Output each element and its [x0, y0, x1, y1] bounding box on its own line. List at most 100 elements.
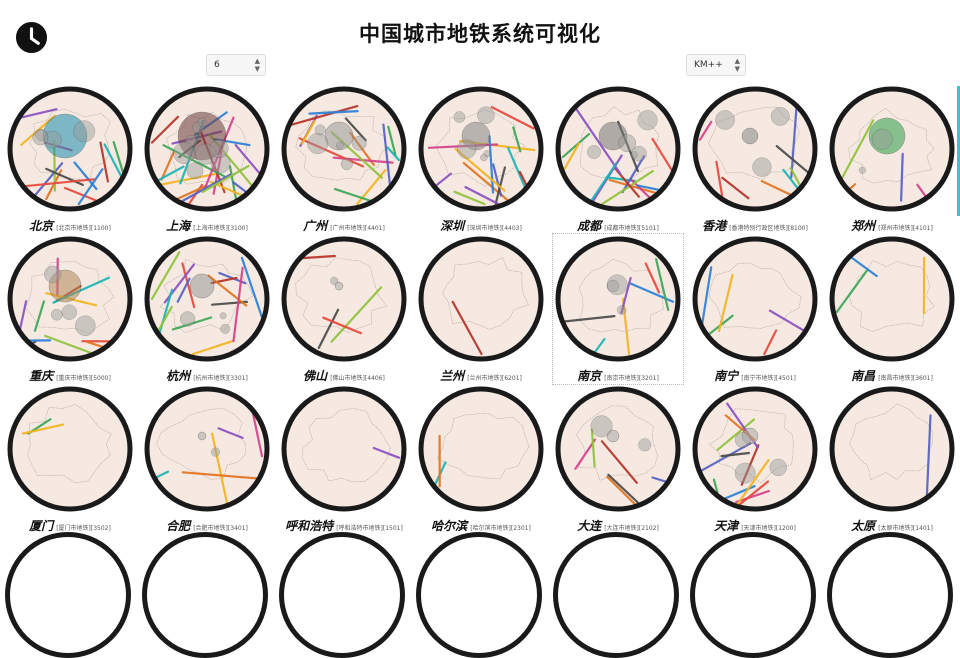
station-cluster	[457, 140, 476, 159]
city-card[interactable]: 南宁[南宁市地铁][4501]	[690, 234, 820, 384]
city-card[interactable]: 广州[广州市地铁][4401]	[279, 84, 409, 234]
city-card[interactable]: 天津[天津市地铁][1200]	[690, 384, 820, 534]
city-metro-map[interactable]	[553, 84, 683, 214]
city-name: 广州	[303, 219, 327, 233]
city-metro-map[interactable]	[279, 234, 409, 364]
city-caption: 广州[广州市地铁][4401]	[279, 215, 409, 234]
city-metro-map[interactable]	[279, 84, 409, 214]
city-card[interactable]: 重庆[重庆市地铁][5000]	[5, 234, 135, 384]
city-metro-map[interactable]	[553, 384, 683, 514]
city-card[interactable]: 香港[香港特别行政区地铁][8100]	[690, 84, 820, 234]
city-metro-map[interactable]	[416, 234, 546, 364]
city-metro-map[interactable]	[690, 384, 820, 514]
city-metro-map[interactable]	[142, 234, 272, 364]
city-map-partial[interactable]	[416, 532, 542, 658]
city-map-partial[interactable]	[142, 532, 268, 658]
city-card[interactable]: 哈尔滨[哈尔滨市地铁][2301]	[416, 384, 546, 534]
city-caption: 佛山[佛山市地铁][4406]	[279, 365, 409, 384]
city-card[interactable]: 南京[南京市地铁][3201]	[553, 234, 683, 384]
city-map-partial[interactable]	[827, 532, 953, 658]
station-cluster	[221, 324, 230, 333]
city-card[interactable]: 北京[北京市地铁][1100]	[5, 84, 135, 234]
city-card[interactable]: 兰州[兰州市地铁][6201]	[416, 234, 546, 384]
city-caption: 深圳[深圳市地铁][4403]	[416, 215, 546, 234]
city-metro-map[interactable]	[5, 84, 135, 214]
station-cluster	[330, 277, 338, 285]
city-card[interactable]: 大连[大连市地铁][2102]	[553, 384, 683, 534]
station-cluster	[587, 145, 600, 158]
city-card[interactable]: 南昌[南昌市地铁][3601]	[827, 234, 957, 384]
city-name: 厦门	[29, 519, 53, 533]
city-card[interactable]: 合肥[合肥市地铁][3401]	[142, 384, 272, 534]
city-name: 哈尔滨	[431, 519, 467, 533]
city-name: 上海	[166, 219, 190, 233]
city-caption: 南京[南京市地铁][3201]	[553, 365, 683, 384]
city-name: 太原	[851, 519, 875, 533]
city-card[interactable]: 太原[太原市地铁][1401]	[827, 384, 957, 534]
city-name: 成都	[577, 219, 601, 233]
station-cluster	[198, 118, 207, 127]
city-caption: 南昌[南昌市地铁][3601]	[827, 365, 957, 384]
city-metro-map[interactable]	[827, 234, 957, 364]
city-metro-map[interactable]	[416, 384, 546, 514]
city-metro-map[interactable]	[5, 234, 135, 364]
city-metro-map[interactable]	[827, 384, 957, 514]
city-card[interactable]: 深圳[深圳市地铁][4403]	[416, 84, 546, 234]
station-cluster	[180, 312, 195, 327]
station-cluster	[187, 163, 203, 179]
city-count-value: 6	[214, 60, 220, 70]
station-cluster	[607, 275, 627, 295]
station-cluster	[771, 107, 789, 125]
city-metro-map[interactable]	[5, 384, 135, 514]
city-card[interactable]: 厦门[厦门市地铁][3502]	[5, 384, 135, 534]
city-metro-map[interactable]	[416, 84, 546, 214]
city-map-partial[interactable]	[5, 532, 131, 658]
cluster-method-value: KM++	[694, 60, 723, 70]
station-cluster	[770, 459, 787, 476]
city-map-partial[interactable]	[553, 532, 679, 658]
station-cluster	[315, 125, 325, 135]
cluster-method-select[interactable]: KM++ ▲▼	[686, 54, 746, 76]
city-name: 南昌	[851, 369, 875, 383]
station-cluster	[639, 439, 652, 452]
city-name: 合肥	[166, 519, 190, 533]
station-cluster	[62, 305, 77, 320]
station-cluster	[51, 309, 62, 320]
city-map-partial[interactable]	[690, 532, 816, 658]
city-card[interactable]: 呼和浩特[呼和浩特市地铁][1501]	[279, 384, 409, 534]
city-metro-info: [南昌市地铁][3601]	[878, 375, 933, 382]
city-card[interactable]: 成都[成都市地铁][5101]	[553, 84, 683, 234]
city-metro-map[interactable]	[279, 384, 409, 514]
city-metro-map[interactable]	[142, 384, 272, 514]
city-metro-map[interactable]	[827, 84, 957, 214]
station-cluster	[341, 158, 353, 170]
city-caption: 郑州[郑州市地铁][4101]	[827, 215, 957, 234]
city-name: 重庆	[29, 369, 53, 383]
city-metro-map[interactable]	[142, 84, 272, 214]
city-card[interactable]: 佛山[佛山市地铁][4406]	[279, 234, 409, 384]
city-metro-map[interactable]	[690, 84, 820, 214]
station-cluster	[735, 463, 755, 483]
station-cluster	[74, 121, 95, 142]
station-cluster	[44, 266, 61, 283]
city-metro-info: [厦门市地铁][3502]	[56, 525, 111, 532]
city-count-select[interactable]: 6 ▲▼	[206, 54, 266, 76]
city-map-partial[interactable]	[279, 532, 405, 658]
city-metro-info: [天津市地铁][1200]	[741, 525, 796, 532]
city-metro-info: [广州市地铁][4401]	[330, 225, 385, 232]
city-name: 南宁	[714, 369, 738, 383]
city-metro-info: [上海市地铁][3100]	[193, 225, 248, 232]
station-cluster	[352, 136, 366, 150]
city-name: 郑州	[851, 219, 875, 233]
station-cluster	[454, 112, 465, 123]
city-card[interactable]: 上海[上海市地铁][3100]	[142, 84, 272, 234]
city-card[interactable]: 郑州[郑州市地铁][4101]	[827, 84, 957, 234]
station-cluster	[198, 432, 206, 440]
station-cluster	[753, 158, 772, 177]
city-name: 深圳	[440, 219, 464, 233]
city-metro-map[interactable]	[690, 234, 820, 364]
city-caption: 上海[上海市地铁][3100]	[142, 215, 272, 234]
city-name: 北京	[29, 219, 53, 233]
city-metro-map[interactable]	[553, 234, 683, 364]
city-card[interactable]: 杭州[杭州市地铁][3301]	[142, 234, 272, 384]
